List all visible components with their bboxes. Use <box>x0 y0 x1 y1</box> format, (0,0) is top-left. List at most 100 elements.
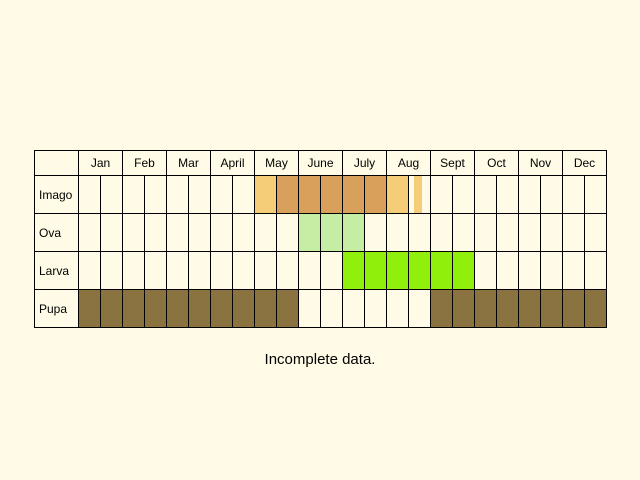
period-cell <box>496 289 519 328</box>
period-cell <box>430 213 453 252</box>
period-cell <box>540 289 563 328</box>
period-cell <box>364 213 387 252</box>
period-cell <box>386 213 409 252</box>
period-cell <box>144 213 167 252</box>
stage-label: Ova <box>34 213 79 252</box>
period-cell <box>386 289 409 328</box>
period-cell <box>298 251 321 290</box>
period-cell <box>188 213 211 252</box>
month-header-sept: Sept <box>430 150 475 176</box>
period-cell <box>276 175 299 214</box>
stage-row-ova: Ova <box>34 213 607 252</box>
period-cell <box>320 289 343 328</box>
month-header-feb: Feb <box>122 150 167 176</box>
period-cell <box>210 175 233 214</box>
period-cell <box>78 175 101 214</box>
period-cell <box>100 251 123 290</box>
period-cell <box>452 175 475 214</box>
period-cell <box>584 175 607 214</box>
period-cell <box>562 251 585 290</box>
period-cell <box>342 175 365 214</box>
period-cell <box>100 213 123 252</box>
period-cell <box>562 213 585 252</box>
period-cell <box>254 175 277 214</box>
month-header-july: July <box>342 150 387 176</box>
period-cell <box>474 175 497 214</box>
period-cell <box>496 213 519 252</box>
period-cell <box>518 175 541 214</box>
period-cell <box>144 175 167 214</box>
period-cell <box>166 213 189 252</box>
period-cell <box>166 289 189 328</box>
period-cell <box>210 251 233 290</box>
period-cell <box>408 289 431 328</box>
period-cell <box>496 251 519 290</box>
period-cell <box>210 213 233 252</box>
stage-row-imago: Imago <box>34 175 607 214</box>
period-cell <box>78 251 101 290</box>
stage-row-larva: Larva <box>34 251 607 290</box>
stage-label: Larva <box>34 251 79 290</box>
period-cell <box>188 289 211 328</box>
period-cell <box>474 289 497 328</box>
period-cell <box>408 175 431 214</box>
period-cell <box>540 213 563 252</box>
period-cell <box>540 251 563 290</box>
period-cell <box>210 289 233 328</box>
period-cell <box>276 213 299 252</box>
footnote: Incomplete data. <box>264 351 376 368</box>
stage-label: Imago <box>34 175 79 214</box>
period-cell <box>386 251 409 290</box>
period-cell <box>144 289 167 328</box>
period-cell <box>584 213 607 252</box>
period-cell <box>320 213 343 252</box>
period-cell <box>254 213 277 252</box>
period-cell <box>78 289 101 328</box>
period-cell <box>452 251 475 290</box>
period-cell <box>122 289 145 328</box>
period-cell <box>364 251 387 290</box>
period-cell <box>364 289 387 328</box>
period-cell <box>188 175 211 214</box>
period-cell <box>122 251 145 290</box>
period-cell <box>518 251 541 290</box>
period-cell <box>298 289 321 328</box>
period-cell <box>584 289 607 328</box>
period-cell <box>430 251 453 290</box>
period-cell <box>232 213 255 252</box>
corner-cell <box>34 150 79 176</box>
period-cell <box>122 175 145 214</box>
stage-rows: Imago Ova Larva Pupa <box>34 175 607 328</box>
period-cell <box>430 289 453 328</box>
partial-presence-bar <box>414 176 422 213</box>
period-cell <box>100 289 123 328</box>
month-header-aug: Aug <box>386 150 431 176</box>
period-cell <box>166 251 189 290</box>
period-cell <box>474 251 497 290</box>
period-cell <box>276 289 299 328</box>
period-cell <box>122 213 145 252</box>
period-cell <box>298 175 321 214</box>
period-cell <box>232 289 255 328</box>
month-header-may: May <box>254 150 299 176</box>
period-cell <box>100 175 123 214</box>
period-cell <box>166 175 189 214</box>
stage-row-pupa: Pupa <box>34 289 607 328</box>
period-cell <box>144 251 167 290</box>
period-cell <box>364 175 387 214</box>
period-cell <box>408 251 431 290</box>
month-header-jan: Jan <box>78 150 123 176</box>
period-cell <box>232 175 255 214</box>
period-cell <box>562 175 585 214</box>
month-header-june: June <box>298 150 343 176</box>
month-header-oct: Oct <box>474 150 519 176</box>
period-cell <box>320 175 343 214</box>
month-header-row: Jan Feb Mar April May June July Aug Sept Oct Nov De… <box>34 150 607 176</box>
period-cell <box>342 289 365 328</box>
period-cell <box>540 175 563 214</box>
period-cell <box>320 251 343 290</box>
period-cell <box>452 213 475 252</box>
period-cell <box>474 213 497 252</box>
period-cell <box>408 213 431 252</box>
period-cell <box>254 289 277 328</box>
